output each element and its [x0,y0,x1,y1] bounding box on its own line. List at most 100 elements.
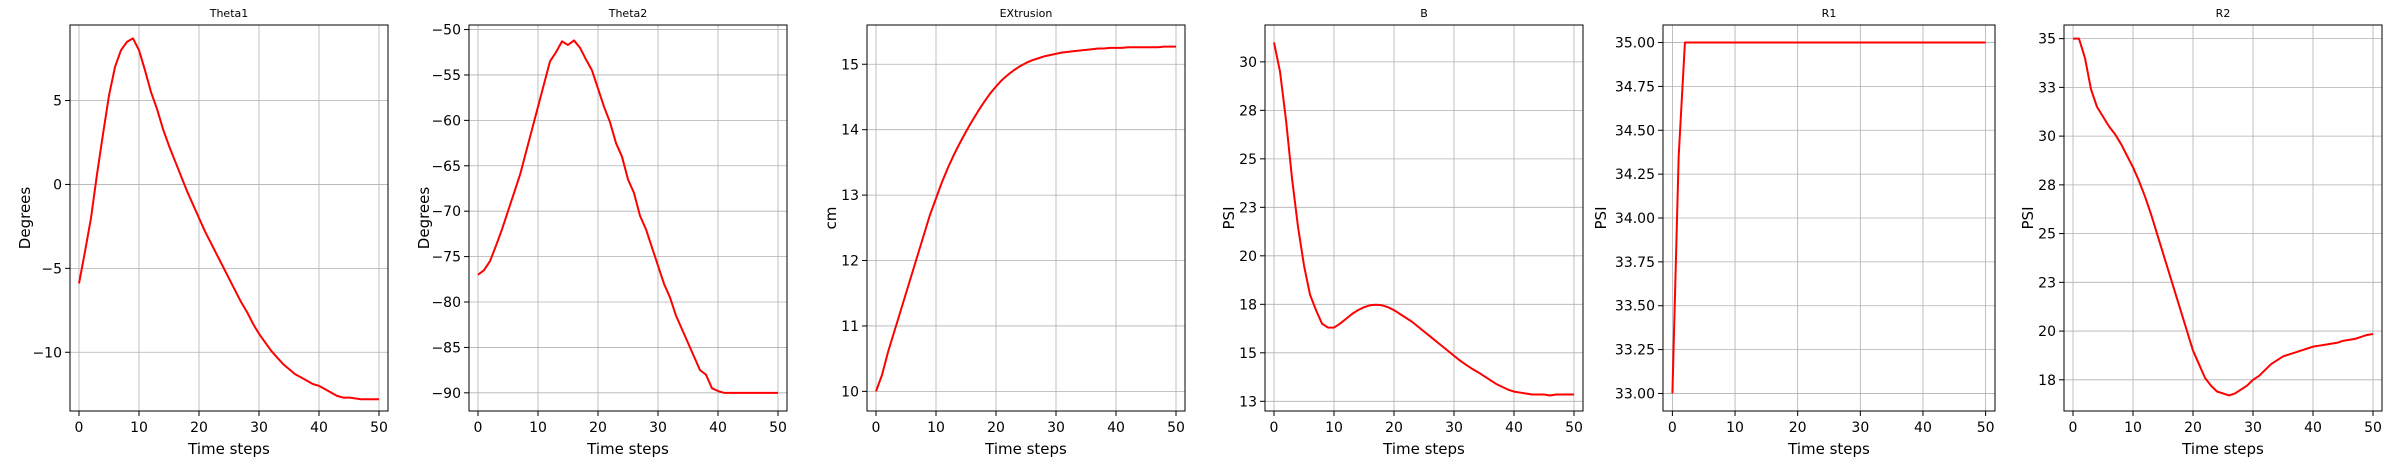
y-tick-label: −65 [431,159,461,175]
x-axis-label: Time steps [1787,440,1870,458]
chart-title: B [1420,7,1428,20]
x-tick-label: 50 [1565,420,1583,436]
y-tick-label: −75 [431,250,461,266]
x-tick-label: 20 [589,420,607,436]
y-axis-label: Degrees [16,187,34,250]
chart-panel-2: 0 10 20 30 40 50 −90 −85 −80 −75 −70 −65 −60 −55 −50 Th… [415,7,788,458]
x-tick-label: 20 [1385,420,1403,436]
chart-title: EXtrusion [1000,7,1053,20]
chart-panel-6: 0 10 20 30 40 50 18 20 23 25 28 30 33 35 R2 Time steps P… [2019,7,2383,458]
x-tick-label: 10 [130,420,148,436]
x-tick-label: 20 [987,420,1005,436]
series-line [1671,41,1986,394]
y-axis-label: Degrees [415,187,433,250]
y-tick-label: 20 [2038,324,2056,340]
y-tick-label: 30 [2038,129,2056,145]
y-tick-label: 33.00 [1615,386,1655,402]
x-tick-label: 20 [2184,420,2202,436]
x-tick-label: 20 [190,420,208,436]
x-tick-label: 0 [2069,420,2078,436]
x-tick-label: 50 [1977,420,1995,436]
chart-title: Theta2 [608,7,648,20]
y-tick-label: 12 [841,254,859,270]
x-axis-label: Time steps [586,440,669,458]
y-tick-label: 33.25 [1615,343,1655,359]
chart-panel-5: 0 10 20 30 40 50 33.00 33.25 33.50 33.75 34.00 34.2… [1592,7,1996,458]
x-tick-label: 40 [1505,420,1523,436]
y-tick-label: −70 [431,204,461,220]
y-axis-label: PSI [2019,207,2037,230]
x-tick-label: 0 [474,420,483,436]
x-tick-label: 20 [1789,420,1807,436]
x-tick-label: 10 [1325,420,1343,436]
y-tick-label: 33 [2038,80,2056,96]
y-tick-label: −90 [431,386,461,402]
y-tick-label: 10 [841,384,859,400]
x-tick-label: 10 [529,420,547,436]
series-line [477,39,778,394]
y-tick-label: 0 [53,177,62,193]
x-tick-label: 50 [1167,420,1185,436]
chart-panel-1: 0 10 20 30 40 50 −10 −5 0 5 Theta1 Time steps Degree… [16,7,389,458]
y-tick-label: 33.50 [1615,299,1655,315]
axes-frame [2063,24,2383,412]
y-tick-label: −10 [32,345,62,361]
y-tick-label: 35.00 [1615,36,1655,52]
chart-title: R2 [2216,7,2231,20]
axes-frame [69,24,389,412]
y-tick-label: 23 [2038,275,2056,291]
x-axis-label: Time steps [187,440,270,458]
y-tick-label: −60 [431,113,461,129]
y-tick-label: 25 [1239,152,1257,168]
x-tick-label: 40 [2304,420,2322,436]
x-tick-label: 50 [769,420,787,436]
series-line [2073,37,2374,397]
chart-title: R1 [1822,7,1837,20]
y-tick-label: 25 [2038,227,2056,243]
y-tick-label: 28 [2038,178,2056,194]
x-tick-label: 30 [1445,420,1463,436]
x-axis-label: Time steps [2181,440,2264,458]
x-axis-label: Time steps [984,440,1067,458]
y-tick-label: −55 [431,68,461,84]
axes-frame [1264,24,1584,412]
y-tick-label: −50 [431,23,461,39]
x-tick-label: 40 [1107,420,1125,436]
axes-frame [866,24,1186,412]
y-tick-label: 28 [1239,103,1257,119]
x-tick-label: 0 [872,420,881,436]
y-tick-label: 34.75 [1615,79,1655,95]
x-tick-label: 30 [2244,420,2262,436]
x-tick-label: 0 [75,420,84,436]
y-tick-label: 14 [841,123,859,139]
y-tick-label: 18 [1239,297,1257,313]
y-tick-label: 5 [53,94,62,110]
x-tick-label: 10 [2124,420,2142,436]
y-tick-label: 11 [841,319,859,335]
y-tick-label: 34.00 [1615,211,1655,227]
x-tick-label: 30 [1851,420,1869,436]
x-tick-label: 50 [2364,420,2382,436]
x-tick-label: 0 [1270,420,1279,436]
y-tick-label: 13 [1239,394,1257,410]
series-line [875,45,1176,392]
x-tick-label: 40 [709,420,727,436]
series-line [1273,42,1574,397]
x-tick-label: 10 [1726,420,1744,436]
x-tick-label: 30 [250,420,268,436]
chart-panel-4: 0 10 20 30 40 50 13 15 18 20 23 25 28 30 B Time steps PS… [1220,7,1584,458]
y-tick-label: 33.75 [1615,255,1655,271]
y-axis-label: PSI [1220,207,1238,230]
y-tick-label: 20 [1239,249,1257,265]
x-tick-label: 30 [649,420,667,436]
y-tick-label: 15 [1239,346,1257,362]
y-axis-label: cm [822,207,840,230]
y-axis-label: PSI [1592,207,1610,230]
y-tick-label: 34.25 [1615,167,1655,183]
y-tick-label: −85 [431,340,461,356]
y-tick-label: −5 [41,261,62,277]
x-tick-label: 30 [1047,420,1065,436]
x-tick-label: 0 [1668,420,1677,436]
series-line [78,37,379,401]
